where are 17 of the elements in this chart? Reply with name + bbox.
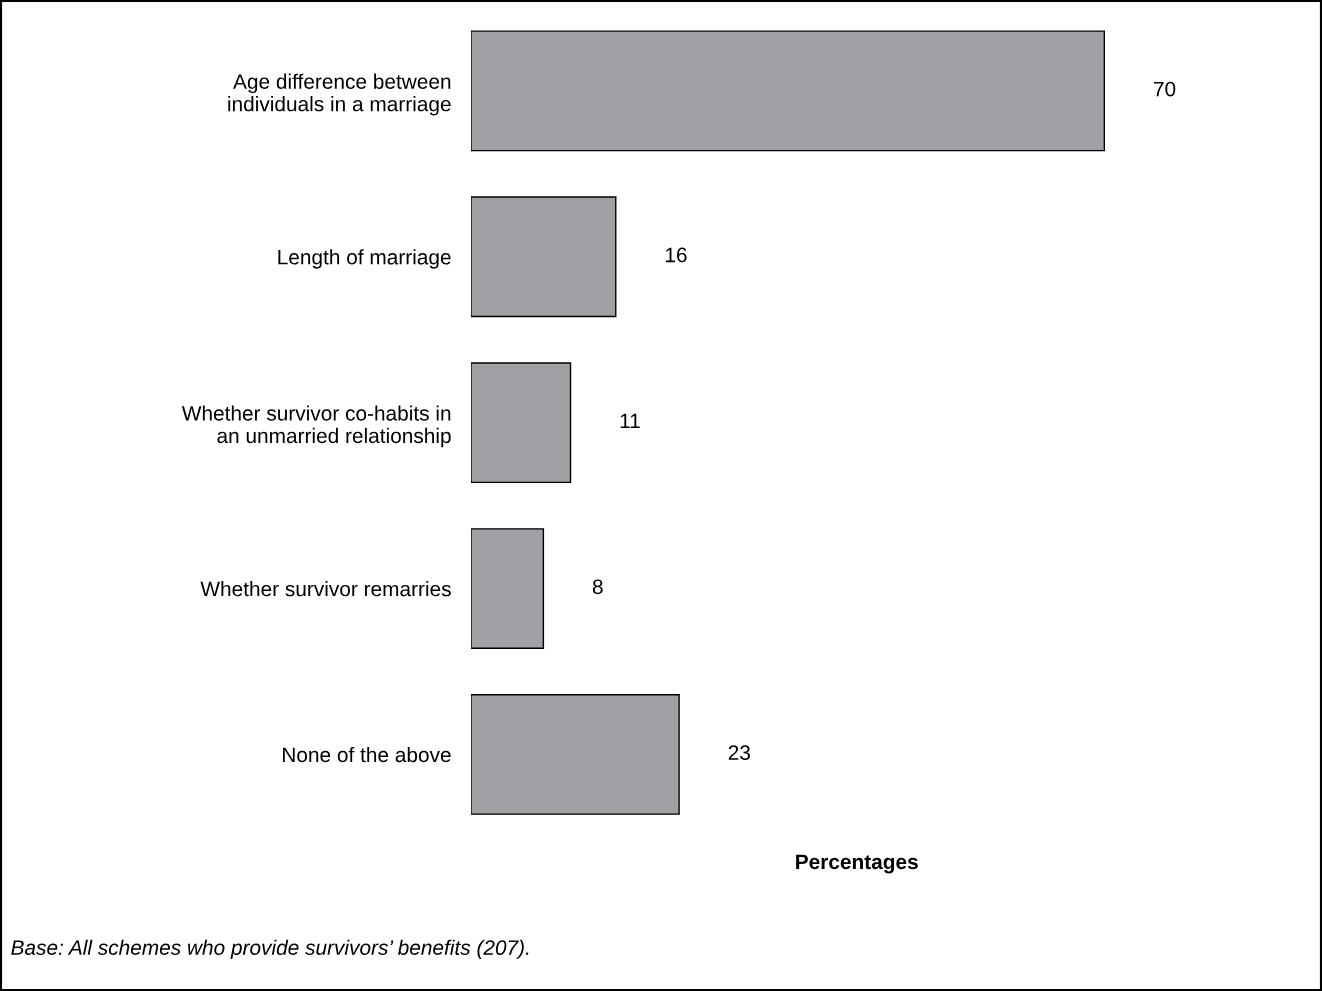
data-label: 8: [592, 579, 603, 595]
y-tick-label: Length of marriage: [278, 249, 451, 269]
bar: [471, 30, 1106, 152]
data-label: 16: [665, 247, 687, 263]
y-tick-label: None of the above: [283, 746, 451, 763]
y-tick-label: Whether survivor co-habits in an unmarried relationship: [181, 405, 451, 448]
bar: [471, 694, 680, 815]
data-label: 70: [1154, 81, 1176, 97]
y-tick-label: Age difference between individuals in a marriage: [228, 73, 451, 116]
bar: [471, 196, 617, 318]
bar: [471, 528, 545, 649]
data-label: 11: [620, 413, 640, 429]
y-tick-label: Whether survivor remarries: [200, 581, 451, 597]
x-axis-title: Percentages: [796, 854, 918, 874]
text: Base: All schemes who provide survivors’ benefits (207).: [11, 939, 529, 960]
bar: [471, 362, 572, 484]
data-label: 23: [728, 745, 750, 761]
